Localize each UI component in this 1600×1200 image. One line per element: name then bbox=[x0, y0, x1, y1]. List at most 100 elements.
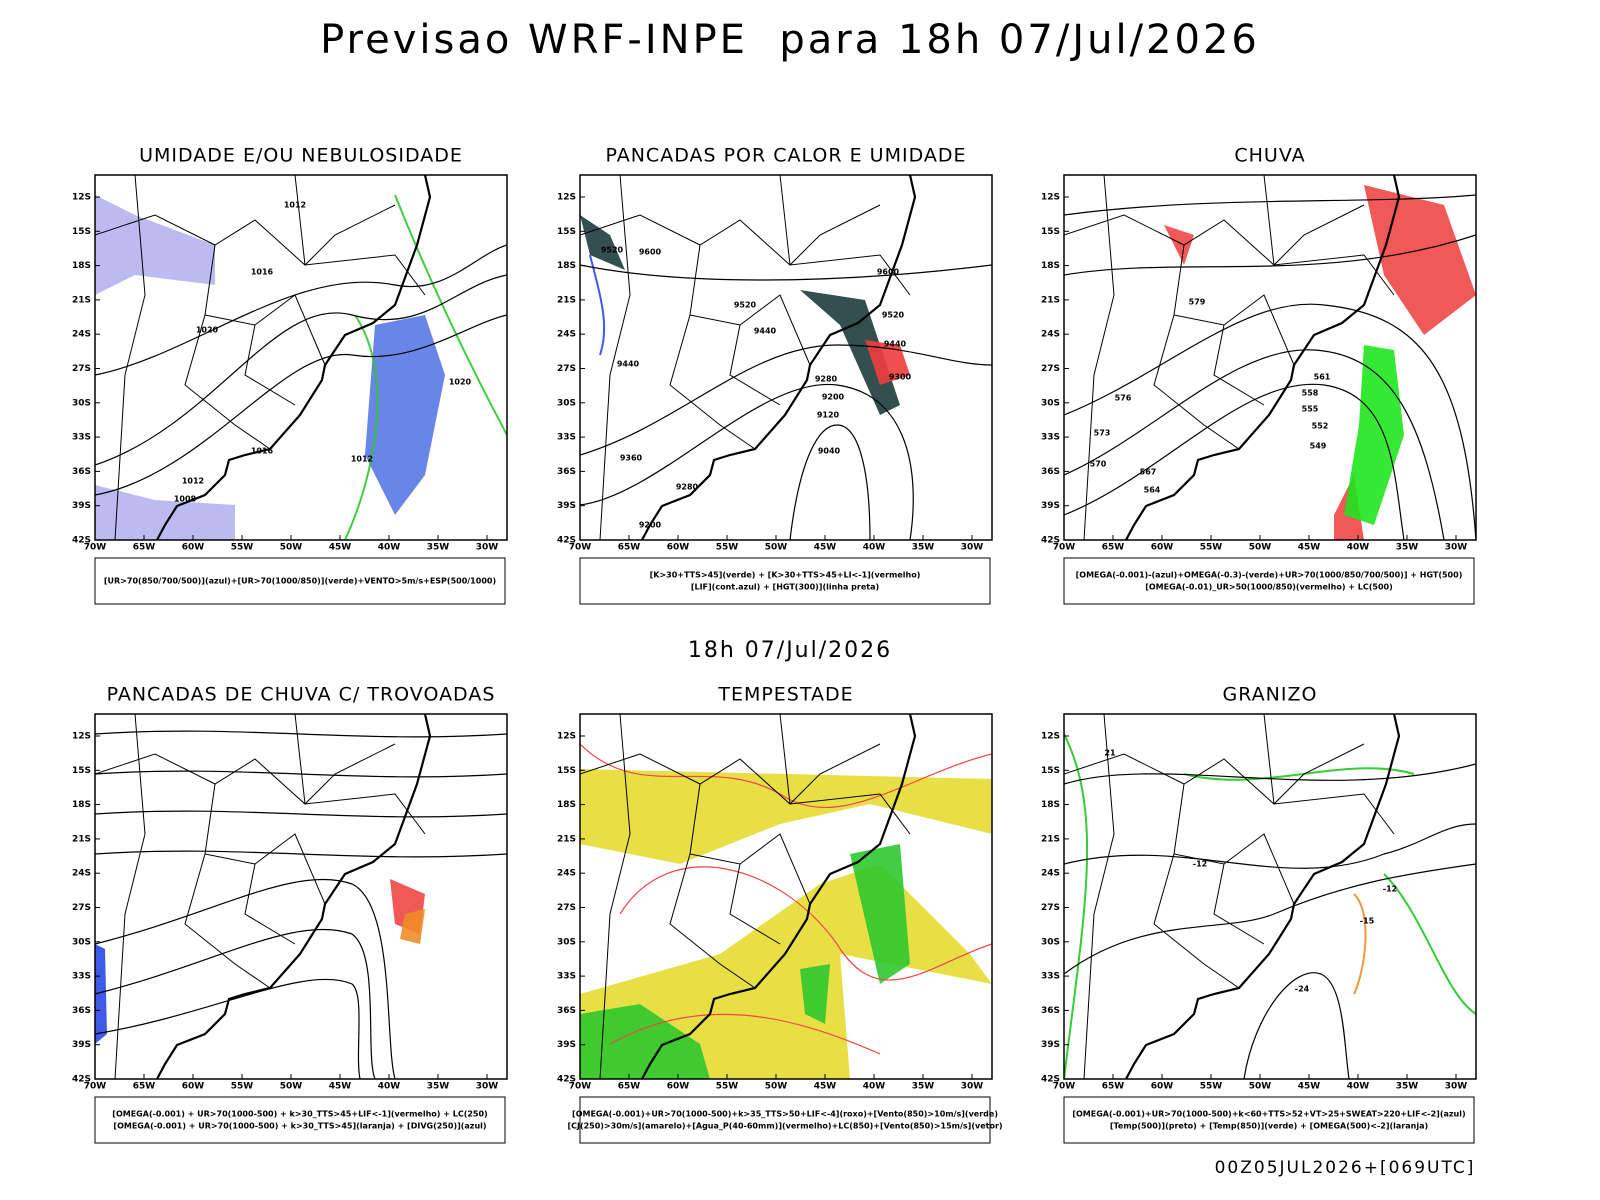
lat-label: 15S bbox=[72, 766, 91, 776]
contour-label: 9600 bbox=[639, 248, 662, 257]
panel-title: GRANIZO bbox=[1223, 684, 1318, 706]
contour-line bbox=[1064, 303, 1476, 540]
map-panel: TEMPESTADE 12S 15S 18S 21S 24S 27S 30S 33S 36S 39S… bbox=[557, 684, 1003, 1144]
legend-box bbox=[1063, 1096, 1475, 1144]
contour-label: 573 bbox=[1094, 429, 1111, 438]
border-line bbox=[1083, 714, 1115, 1079]
map-frame bbox=[94, 174, 508, 541]
field-area bbox=[95, 195, 215, 295]
lon-label: 60W bbox=[182, 1082, 205, 1092]
lat-label: 12S bbox=[1041, 193, 1060, 203]
lat-label: 24S bbox=[72, 869, 91, 879]
lon-label: 30W bbox=[961, 1082, 984, 1092]
map-frame bbox=[94, 713, 508, 1080]
lat-label: 36S bbox=[557, 1006, 576, 1016]
field-area bbox=[394, 194, 507, 436]
border-line bbox=[1213, 863, 1265, 945]
lon-label: 55W bbox=[716, 543, 739, 553]
lon-label: 65W bbox=[1102, 543, 1125, 553]
contour-label: 567 bbox=[1140, 468, 1157, 477]
lon-label: 60W bbox=[1151, 543, 1174, 553]
contour-line bbox=[95, 274, 507, 466]
lat-label: 39S bbox=[1041, 501, 1060, 511]
lon-label: 35W bbox=[1396, 543, 1419, 553]
border-line bbox=[244, 324, 296, 406]
lat-label: 39S bbox=[72, 1040, 91, 1050]
contour-line bbox=[789, 424, 871, 540]
lon-label: 40W bbox=[378, 543, 401, 553]
coastline bbox=[156, 714, 432, 1079]
map-area bbox=[95, 714, 507, 1079]
lat-label: 21S bbox=[1041, 834, 1060, 844]
lon-label: 70W bbox=[1053, 1082, 1076, 1092]
contour-line bbox=[95, 770, 507, 778]
lon-label: 30W bbox=[476, 1082, 499, 1092]
page-title: Previsao WRF-INPE para 18h 07/Jul/2026 bbox=[320, 17, 1260, 63]
lat-label: 39S bbox=[1041, 1040, 1060, 1050]
lat-label: 18S bbox=[557, 800, 576, 810]
lat-label: 12S bbox=[1041, 732, 1060, 742]
lon-label: 50W bbox=[280, 543, 303, 553]
contour-label: 1020 bbox=[196, 326, 219, 335]
legend-text: [K>30+TTS>45](verde) + [K>30+TTS>45+LI<-… bbox=[650, 571, 921, 580]
contour-label: 1016 bbox=[251, 268, 274, 277]
lat-label: 36S bbox=[557, 467, 576, 477]
contour-label: 9040 bbox=[818, 447, 841, 456]
lat-label: 36S bbox=[1041, 1006, 1060, 1016]
coastline bbox=[1125, 714, 1401, 1079]
legend-text: [OMEGA(-0.01)_UR>50(1000/850)(vermelho) … bbox=[1145, 583, 1393, 592]
lat-label: 18S bbox=[557, 261, 576, 271]
lon-label: 65W bbox=[1102, 1082, 1125, 1092]
lat-label: 33S bbox=[1041, 433, 1060, 443]
contour-label: 558 bbox=[1302, 389, 1319, 398]
lon-label: 70W bbox=[569, 1082, 592, 1092]
lat-label: 24S bbox=[1041, 869, 1060, 879]
border-line bbox=[729, 324, 781, 406]
lat-label: 15S bbox=[72, 227, 91, 237]
contour-label: 1012 bbox=[284, 201, 306, 210]
contour-label: 1020 bbox=[449, 378, 472, 387]
contour-line bbox=[580, 383, 914, 540]
legend-box bbox=[94, 1096, 506, 1144]
field-area bbox=[95, 485, 235, 540]
contour-line bbox=[95, 850, 507, 858]
lon-label: 35W bbox=[1396, 1082, 1419, 1092]
legend-text: [CJ(250)>30m/s](amarelo)+[Agua_P(40-60mm… bbox=[567, 1122, 1002, 1131]
border-line bbox=[244, 863, 296, 945]
lat-label: 33S bbox=[72, 433, 91, 443]
lat-label: 15S bbox=[557, 227, 576, 237]
field-area bbox=[580, 1004, 710, 1079]
contour-label: 9600 bbox=[877, 268, 900, 277]
map-area: -12 -15 -24 -12 21 bbox=[1064, 714, 1476, 1079]
contour-label: -15 bbox=[1360, 917, 1375, 926]
border-line bbox=[114, 714, 146, 1079]
lon-label: 30W bbox=[961, 543, 984, 553]
contour-label: 21 bbox=[1104, 749, 1116, 758]
field-area bbox=[1164, 225, 1194, 265]
contour-label: 570 bbox=[1090, 460, 1107, 469]
lon-label: 70W bbox=[84, 543, 107, 553]
valid-time: 18h 07/Jul/2026 bbox=[688, 638, 892, 663]
lat-label: 27S bbox=[1041, 903, 1060, 913]
field-area bbox=[344, 314, 379, 540]
lat-label: 24S bbox=[557, 869, 576, 879]
lon-label: 40W bbox=[863, 1082, 886, 1092]
border-line bbox=[95, 743, 396, 805]
panel-title: PANCADAS POR CALOR E UMIDADE bbox=[605, 145, 966, 167]
lon-label: 30W bbox=[476, 543, 499, 553]
contour-line bbox=[1064, 823, 1476, 869]
lat-label: 39S bbox=[557, 1040, 576, 1050]
field-area bbox=[865, 340, 910, 385]
contour-line bbox=[1064, 234, 1476, 276]
lat-label: 12S bbox=[72, 732, 91, 742]
run-label: 00Z05JUL2026+[069UTC] bbox=[1215, 1158, 1476, 1178]
lon-label: 30W bbox=[1445, 543, 1468, 553]
panel-title: TEMPESTADE bbox=[717, 684, 853, 706]
border-line bbox=[294, 175, 426, 296]
map-area: 576 573 570 567 564 561 558 555 552 549 579 bbox=[1064, 175, 1476, 540]
lat-label: 27S bbox=[72, 364, 91, 374]
lat-label: 39S bbox=[557, 501, 576, 511]
lon-label: 65W bbox=[133, 1082, 156, 1092]
lon-label: 55W bbox=[1200, 543, 1223, 553]
lat-label: 15S bbox=[557, 766, 576, 776]
